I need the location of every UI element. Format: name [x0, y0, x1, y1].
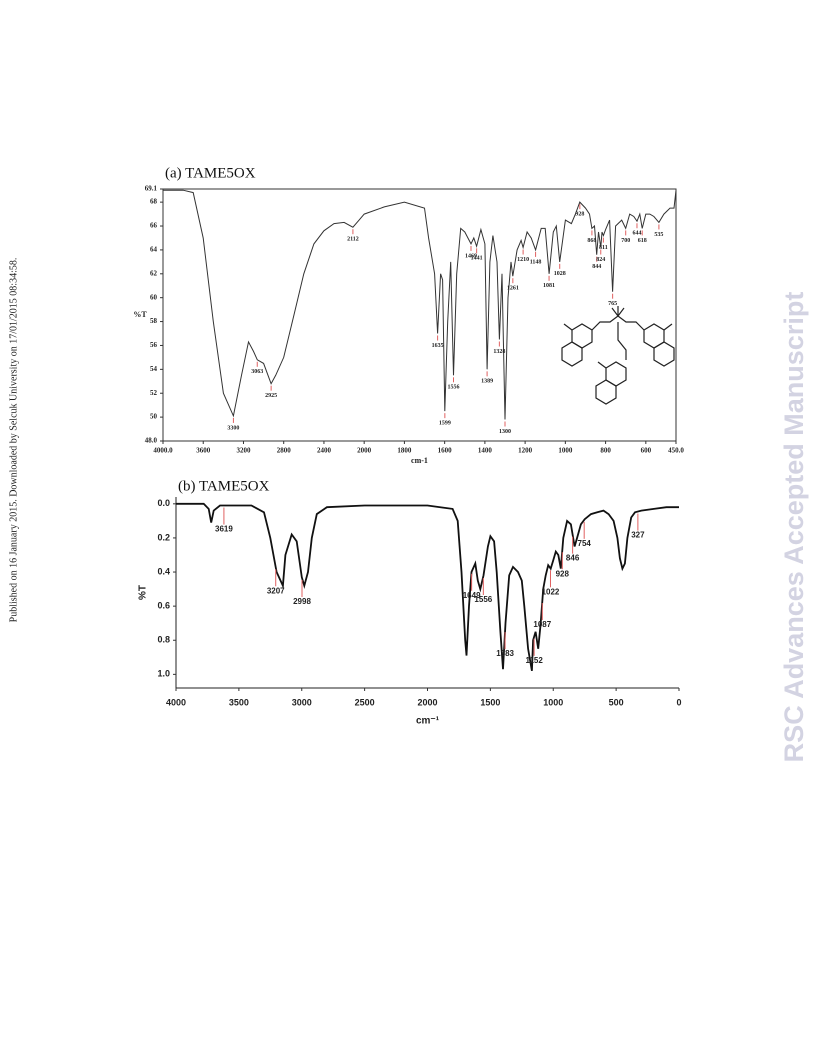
x-tick-label: 4000.0	[153, 447, 173, 455]
x-tick-label: 1600	[438, 447, 453, 455]
peak-label: 1028	[554, 271, 566, 277]
y-tick-label: 58	[150, 317, 158, 325]
y-tick-label: 56	[150, 341, 158, 349]
peak-label: 1383	[496, 649, 514, 658]
x-tick-label: 2000	[417, 697, 437, 707]
peak-label: 1649	[463, 591, 481, 600]
peak-label: 1556	[474, 595, 492, 604]
spectrum-line	[176, 502, 679, 672]
x-tick-label: 0	[676, 697, 681, 707]
x-axis-label: cm-1	[411, 456, 428, 465]
spectrum-line	[163, 189, 677, 420]
x-tick-label: 3500	[229, 697, 249, 707]
y-tick-label: 0.2	[157, 532, 170, 542]
x-tick-label: 2400	[317, 447, 332, 455]
peak-label: 754	[578, 539, 592, 548]
peak-label: 2112	[347, 237, 359, 243]
peak-label: 644	[632, 231, 641, 237]
peak-label: 327	[631, 531, 645, 540]
peak-label: 1328	[493, 349, 505, 355]
y-tick-label: 66	[150, 222, 158, 230]
peak-label: 928	[556, 569, 570, 578]
x-tick-label: 3600	[196, 447, 211, 455]
peak-label: 824	[596, 257, 605, 263]
peak-label: 1469	[465, 253, 477, 259]
y-tick-label: 0.0	[157, 498, 170, 508]
y-tick-label: 1.0	[157, 669, 170, 679]
peak-label: 844	[592, 264, 601, 270]
side-note: Published on 16 January 2015. Downloaded…	[8, 258, 19, 623]
peak-label: 1210	[517, 257, 529, 263]
chart-title: (b) TAME5OX	[178, 478, 270, 494]
x-tick-label: 800	[600, 447, 611, 455]
peak-label: 2925	[265, 393, 277, 399]
peak-label: 1261	[507, 286, 519, 292]
peak-label: 1556	[447, 385, 459, 391]
y-axis-label: %T	[138, 585, 149, 600]
x-tick-label: 3200	[236, 447, 251, 455]
x-tick-label: 1200	[518, 447, 533, 455]
y-tick-label: 69.1	[145, 185, 158, 193]
peak-label: 1148	[530, 259, 542, 265]
plot-frame	[162, 188, 677, 442]
peak-label: 2998	[293, 597, 311, 606]
x-tick-label: 1500	[480, 697, 500, 707]
molecule-structure	[561, 306, 675, 405]
peak-label: 765	[608, 301, 617, 307]
x-tick-label: 2800	[277, 447, 292, 455]
peak-label: 3300	[227, 425, 239, 431]
x-tick-label: 2500	[355, 697, 375, 707]
y-tick-label: 64	[150, 246, 158, 254]
peak-label: 1599	[439, 421, 451, 427]
peak-label: 1300	[499, 429, 511, 435]
chart-title: (a) TAME5OX	[165, 165, 256, 181]
x-tick-label: 1400	[478, 447, 493, 455]
peak-label: 1022	[542, 587, 560, 596]
y-tick-label: 0.8	[157, 635, 170, 645]
peak-label: 1087	[533, 620, 551, 629]
peak-label: 1081	[543, 283, 555, 289]
peak-label: 1441	[471, 256, 483, 262]
peak-label: 700	[621, 238, 630, 244]
peak-label: 1389	[481, 379, 493, 385]
y-tick-label: 50	[150, 413, 158, 421]
peak-label: 1635	[432, 343, 444, 349]
x-tick-label: 1000	[558, 447, 573, 455]
y-axis-label: %T	[133, 310, 147, 319]
peak-label: 618	[638, 238, 647, 244]
x-tick-label: 600	[641, 447, 652, 455]
peak-label: 868	[587, 238, 596, 244]
y-tick-label: 68	[150, 198, 158, 206]
peak-label: 928	[575, 212, 584, 218]
peak-label: 1152	[525, 656, 543, 665]
x-axis-label: cm⁻¹	[416, 716, 440, 727]
y-tick-label: 60	[150, 293, 158, 301]
x-tick-label: 500	[609, 697, 624, 707]
x-tick-label: 3000	[292, 697, 312, 707]
x-tick-label: 1800	[397, 447, 412, 455]
watermark: RSC Advances Accepted Manuscript	[779, 292, 809, 763]
x-tick-label: 4000	[166, 697, 186, 707]
x-tick-label: 1000	[543, 697, 563, 707]
peak-label: 3619	[215, 525, 233, 534]
x-tick-label: 450.0	[668, 447, 684, 455]
x-tick-label: 2000	[357, 447, 372, 455]
y-tick-label: 0.6	[157, 601, 170, 611]
y-tick-label: 48.0	[145, 437, 158, 445]
peak-label: 3063	[251, 369, 263, 375]
peak-label: 535	[654, 232, 663, 238]
y-tick-label: 52	[150, 389, 158, 397]
y-tick-label: 54	[150, 365, 158, 373]
y-tick-label: 62	[150, 269, 158, 277]
y-tick-label: 0.4	[157, 566, 170, 576]
peak-label: 3207	[267, 586, 285, 595]
peak-label: 846	[566, 554, 580, 563]
peak-label: 811	[599, 245, 608, 251]
